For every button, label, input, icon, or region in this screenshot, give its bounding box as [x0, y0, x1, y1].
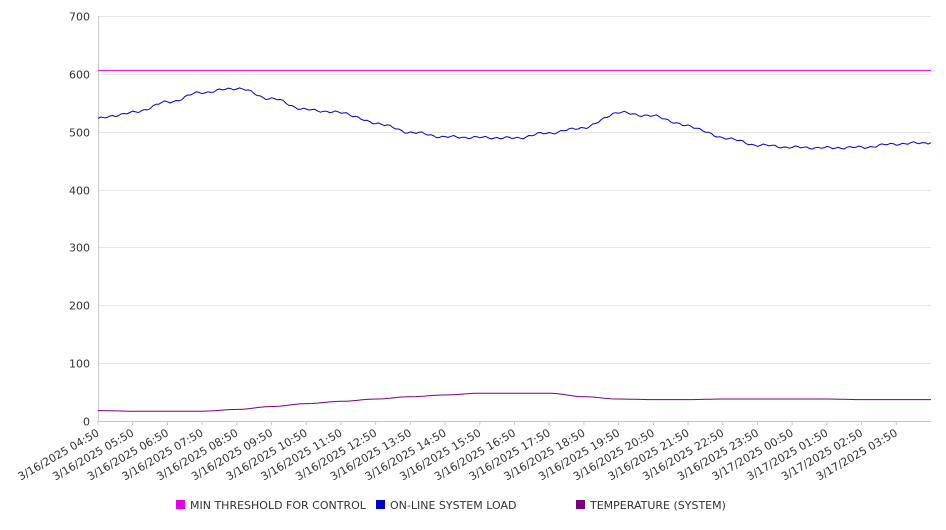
series-lines — [97, 69, 932, 412]
legend-label: TEMPERATURE (SYSTEM) — [589, 499, 726, 512]
y-tick-label: 400 — [69, 185, 90, 198]
legend: MIN THRESHOLD FOR CONTROL ON-LINE SYSTEM … — [176, 499, 726, 512]
y-tick-label: 200 — [69, 300, 90, 313]
legend-swatch — [176, 500, 185, 509]
y-tick-label: 100 — [69, 358, 90, 371]
y-tick-labels: 0 100 200 300 400 500 600 700 — [69, 11, 90, 429]
y-tick-label: 600 — [69, 69, 90, 82]
legend-swatch — [576, 500, 585, 509]
series-line-2 — [98, 392, 931, 412]
grid — [98, 16, 931, 422]
y-tick-label: 300 — [69, 242, 90, 255]
y-tick-label: 0 — [83, 416, 90, 429]
legend-label: MIN THRESHOLD FOR CONTROL — [190, 499, 367, 512]
legend-label: ON-LINE SYSTEM LOAD — [390, 499, 516, 512]
axes — [97, 16, 931, 425]
y-tick-label: 500 — [69, 127, 90, 140]
x-tick-labels: 3/16/2025 04:503/16/2025 05:503/16/2025 … — [16, 426, 900, 483]
series-line-1 — [97, 87, 932, 150]
legend-swatch — [376, 500, 385, 509]
y-tick-label: 700 — [69, 11, 90, 24]
